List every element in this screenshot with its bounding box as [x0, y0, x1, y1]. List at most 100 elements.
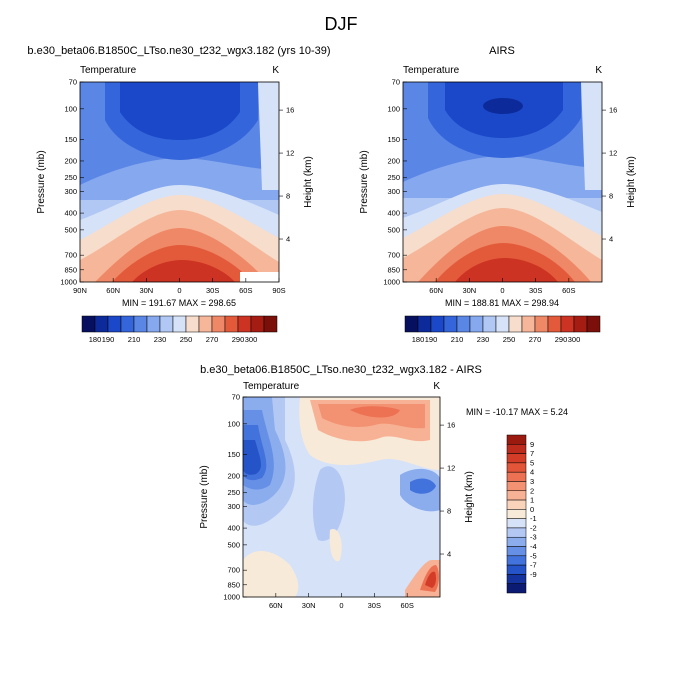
colorbar-model-swatch [263, 315, 278, 333]
colorbar-difference-label: 5 [530, 458, 534, 467]
panel-diff-ytick-label: 70 [232, 393, 240, 402]
colorbar-model-label: 250 [180, 335, 193, 344]
colorbar-model-swatch [94, 315, 109, 333]
panel-model-ytick-label: 70 [69, 78, 77, 87]
colorbar-airs-swatch [534, 315, 549, 333]
panel-model-ytick-label: 250 [64, 173, 77, 182]
colorbar-airs-label: 290 [555, 335, 568, 344]
colorbar-model-swatch [185, 315, 200, 333]
colorbar-difference-swatch [506, 583, 527, 594]
panel-diff-xtick-label: 60N [269, 601, 283, 610]
colorbar-model-label: 190 [102, 335, 115, 344]
colorbar-difference-swatch [506, 555, 527, 566]
panel-diff-xtick-label: 30N [302, 601, 316, 610]
colorbar-difference-swatch [506, 499, 527, 510]
colorbar-difference-label: -5 [530, 551, 537, 560]
panel-airs-ytick-label: 400 [387, 209, 400, 218]
panel-model-ytick-label: 1000 [60, 278, 77, 287]
panel-model-ytick-label: 300 [64, 187, 77, 196]
colorbar-airs-label: 250 [503, 335, 516, 344]
panel-airs-y2tick-label: 12 [609, 149, 617, 158]
panel-diff-ylabel: Pressure (mb) [199, 465, 210, 528]
diff-band-neg2-tropics [312, 466, 345, 541]
panel-model-field [80, 82, 279, 282]
panel-diff-ytick-label: 850 [227, 580, 240, 589]
temp-band-240-polar [258, 82, 279, 190]
panel-airs-ytick-label: 100 [387, 104, 400, 113]
colorbar-difference-label: -1 [530, 514, 537, 523]
colorbar-airs-swatch [443, 315, 458, 333]
colorbar-model-swatch [133, 315, 148, 333]
colorbar-model-swatch [159, 315, 174, 333]
panel-model-left-label: Temperature [80, 65, 137, 76]
panel-model-xtick-label: 90N [73, 286, 87, 295]
colorbar-airs-swatch [469, 315, 484, 333]
panel-model-xtick-label: 30S [206, 286, 219, 295]
panel-model-right-label: K [272, 65, 279, 76]
panel-diff-ytick-label: 100 [227, 419, 240, 428]
colorbar-difference-label: 0 [530, 505, 534, 514]
colorbar-difference-label: -3 [530, 533, 537, 542]
colorbar-model: 180 190 210 230 250 270 290 300 [81, 315, 278, 344]
colorbar-difference-label: -2 [530, 523, 537, 532]
panel-diff-axes: 70 100 150 200 250 300 400 500 700 850 1000 60N 30N 0… [223, 393, 455, 611]
colorbar-difference-swatch [506, 471, 527, 482]
panel-diff-ytick-label: 1000 [223, 593, 240, 602]
panel-airs-ytick-label: 500 [387, 225, 400, 234]
panel-diff-y2tick-label: 12 [447, 464, 455, 473]
panel-diff-ytick-label: 250 [227, 488, 240, 497]
diff-band-3 [350, 406, 400, 418]
panel-diff-ytick-label: 400 [227, 524, 240, 533]
panel-diff-ytick-label: 300 [227, 502, 240, 511]
panel-model-ytick-label: 200 [64, 156, 77, 165]
colorbar-airs-swatch [547, 315, 562, 333]
colorbar-airs-swatch [404, 315, 419, 333]
colorbar-airs-swatch [560, 315, 575, 333]
colorbar-difference-swatch [506, 527, 527, 538]
panel-model-ytick-label: 400 [64, 209, 77, 218]
panel-airs-ytick-label: 300 [387, 187, 400, 196]
panel-model-y2label: Height (km) [303, 156, 314, 208]
diff-band-5-surface [425, 571, 436, 588]
temp-band-240-polar [581, 82, 602, 190]
panel-model-ytick-label: 500 [64, 225, 77, 234]
temp-band-290 [132, 260, 235, 282]
panel-airs-y2tick-label: 8 [609, 192, 613, 201]
panel-diff-stats: MIN = -10.17 MAX = 5.24 [466, 407, 568, 417]
colorbar-difference-label: -4 [530, 542, 537, 551]
panel-model-y2tick-label: 4 [286, 235, 290, 244]
panel-diff-ytick-label: 700 [227, 566, 240, 575]
panel-model-ytick-label: 150 [64, 135, 77, 144]
temp-band-190 [120, 82, 240, 140]
panel-model-xtick-label: 30N [139, 286, 153, 295]
colorbar-difference-swatch [506, 518, 527, 529]
panel-airs-xtick-label: 60S [562, 286, 575, 295]
colorbar-model-swatch [120, 315, 135, 333]
diff-band-neg7 [243, 440, 261, 475]
panel-airs-stats: MIN = 188.81 MAX = 298.94 [445, 298, 559, 308]
panel-diff-field [243, 397, 440, 597]
panel-airs-xtick-label: 30N [462, 286, 476, 295]
colorbar-airs-swatch [417, 315, 432, 333]
colorbar-model-swatch [250, 315, 265, 333]
panel-model-ylabel: Pressure (mb) [36, 150, 47, 213]
panel-model: b.e30_beta06.B1850C_LTso.ne30_t232_wgx3.… [27, 45, 330, 344]
temp-band-180 [483, 98, 523, 114]
panel-airs: AIRS Temperature K Pressure (mb) Height … [359, 45, 637, 344]
panel-airs-field [403, 82, 602, 282]
panel-airs-ylabel: Pressure (mb) [359, 150, 370, 213]
colorbar-model-label: 290 [232, 335, 245, 344]
panel-diff-title: b.e30_beta06.B1850C_LTso.ne30_t232_wgx3.… [200, 364, 482, 376]
colorbar-difference-label: -9 [530, 570, 537, 579]
colorbar-airs-label: 270 [529, 335, 542, 344]
colorbar-difference-label: 4 [530, 468, 534, 477]
panel-airs-xtick-label: 0 [500, 286, 504, 295]
panel-model-y2tick-label: 16 [286, 106, 294, 115]
colorbar-difference-label: 2 [530, 486, 534, 495]
colorbar-difference-swatch [506, 546, 527, 557]
colorbar-difference-swatch [506, 444, 527, 454]
panel-diff-right-label: K [433, 381, 440, 392]
colorbar-difference-swatch [506, 509, 527, 519]
